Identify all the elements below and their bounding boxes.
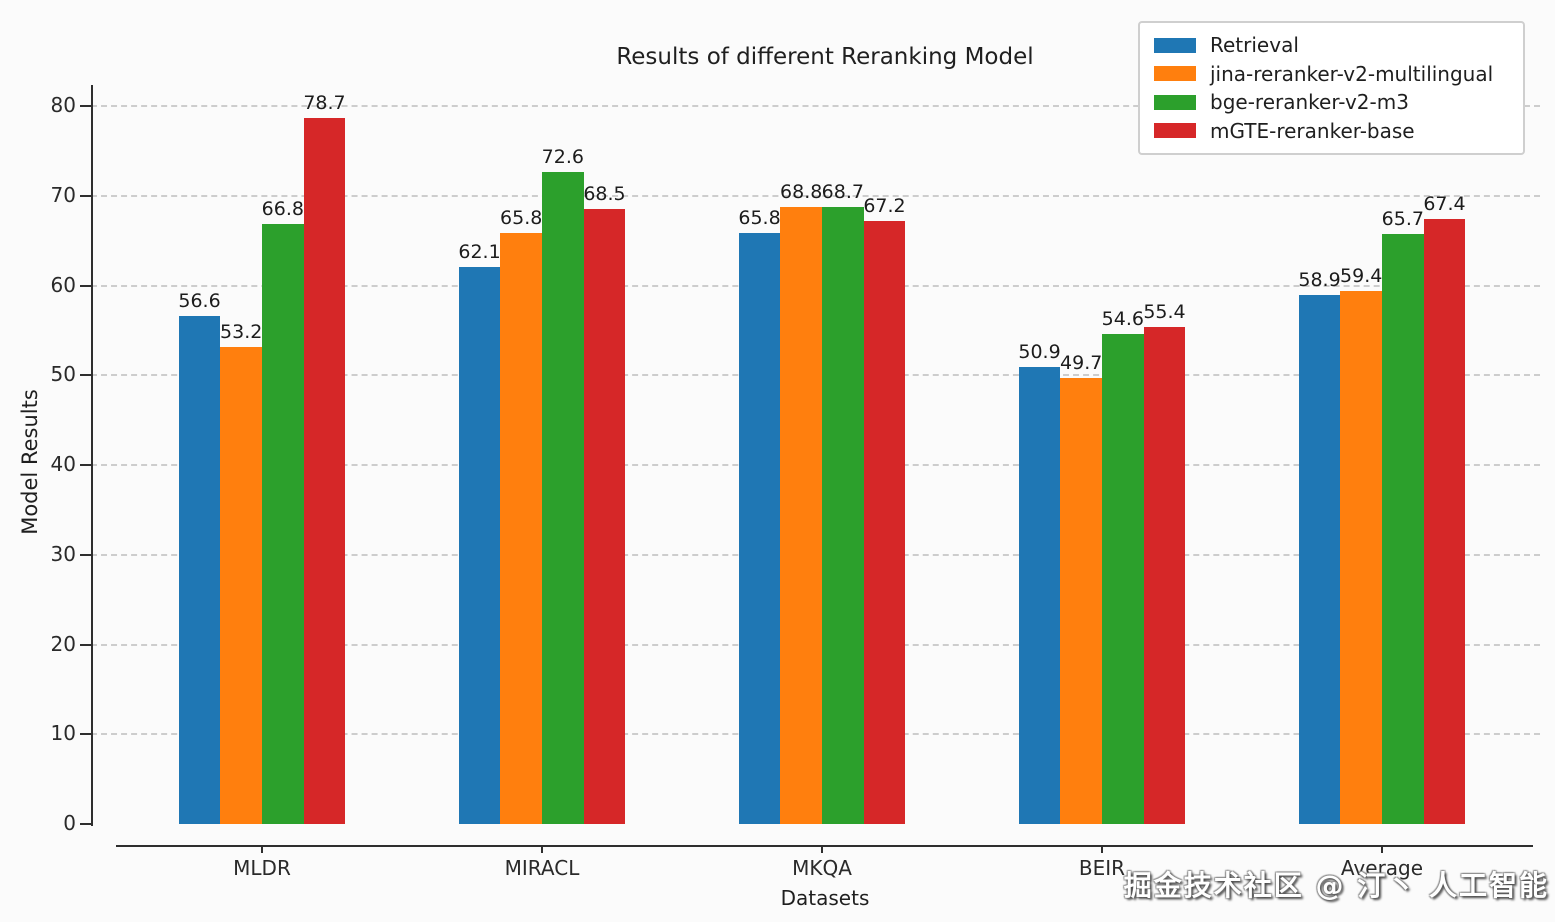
legend-item: Retrieval xyxy=(1154,33,1509,57)
y-tick-label: 0 xyxy=(63,811,76,835)
y-tick-label: 70 xyxy=(50,182,76,207)
legend-item: mGTE-reranker-base xyxy=(1154,119,1509,143)
legend-swatch-icon xyxy=(1154,94,1196,110)
bar-value-label: 68.5 xyxy=(583,183,626,206)
y-tick-mark xyxy=(80,105,91,107)
x-tick-label-average: Average xyxy=(1340,856,1424,880)
bar-average-retrieval xyxy=(1298,295,1341,824)
bar-value-label: 62.1 xyxy=(458,240,501,263)
legend-swatch-icon xyxy=(1154,37,1196,53)
y-tick-mark xyxy=(80,374,91,377)
gridline-70 xyxy=(91,194,1540,197)
x-tick-mark xyxy=(1381,845,1383,853)
y-tick-mark xyxy=(80,194,91,197)
bar-value-label: 67.4 xyxy=(1423,193,1466,216)
y-axis-spine xyxy=(91,85,93,826)
bar-value-label: 68.7 xyxy=(821,181,864,204)
bar-beir-mgte-reranker-base xyxy=(1143,326,1186,824)
y-tick-label: 20 xyxy=(50,631,76,656)
bar-value-label: 50.9 xyxy=(1018,341,1061,364)
legend-label: jina-reranker-v2-multilingual xyxy=(1210,61,1494,86)
y-tick-mark xyxy=(80,823,91,825)
chart-title: Results of different Reranking Model xyxy=(616,44,1034,70)
y-tick-label: 60 xyxy=(50,272,76,297)
y-tick-mark xyxy=(80,643,91,646)
bar-mldr-retrieval xyxy=(178,316,221,824)
legend-item: bge-reranker-v2-m3 xyxy=(1154,90,1509,114)
bar-mkqa-retrieval xyxy=(738,233,781,824)
gridline-80 xyxy=(91,105,1540,107)
bar-beir-retrieval xyxy=(1018,367,1061,824)
bar-value-label: 72.6 xyxy=(541,146,584,169)
legend-swatch-icon xyxy=(1154,123,1196,139)
legend-item: jina-reranker-v2-multilingual xyxy=(1154,62,1509,86)
legend-label: mGTE-reranker-base xyxy=(1210,118,1415,143)
bar-mkqa-jina-reranker-v2-multilingual xyxy=(780,206,822,824)
y-tick-label: 40 xyxy=(50,452,76,476)
bar-value-label: 55.4 xyxy=(1143,300,1186,323)
y-tick-mark xyxy=(80,733,91,736)
x-axis-spine xyxy=(116,845,1533,847)
bar-miracl-retrieval xyxy=(458,266,501,824)
bar-value-label: 65.7 xyxy=(1381,208,1424,231)
bar-average-bge-reranker-v2-m3 xyxy=(1382,234,1424,824)
x-tick-label-miracl: MIRACL xyxy=(504,856,580,880)
bar-miracl-jina-reranker-v2-multilingual xyxy=(500,233,542,824)
bar-miracl-bge-reranker-v2-m3 xyxy=(542,172,584,824)
watermark: 掘金技术社区 @ 汀丶 人工智能 xyxy=(1123,869,1549,902)
x-tick-mark xyxy=(1101,845,1103,853)
bar-beir-bge-reranker-v2-m3 xyxy=(1102,333,1144,824)
bar-value-label: 65.8 xyxy=(500,207,543,230)
bar-beir-jina-reranker-v2-multilingual xyxy=(1060,377,1102,824)
bar-value-label: 65.8 xyxy=(738,207,781,230)
bar-mldr-jina-reranker-v2-multilingual xyxy=(220,346,262,824)
bar-value-label: 53.2 xyxy=(220,320,263,343)
x-tick-mark xyxy=(541,845,543,853)
legend: Retrieval jina-reranker-v2-multilingual bg… xyxy=(1138,21,1525,155)
bar-value-label: 68.8 xyxy=(780,180,823,203)
x-tick-mark xyxy=(261,845,263,853)
bar-miracl-mgte-reranker-base xyxy=(583,209,626,824)
x-tick-label-mkqa: MKQA xyxy=(792,856,852,880)
legend-swatch-icon xyxy=(1154,66,1196,82)
bar-mldr-mgte-reranker-base xyxy=(303,117,346,824)
bar-value-label: 59.4 xyxy=(1340,264,1383,287)
legend-label: Retrieval xyxy=(1210,33,1299,57)
bar-value-label: 54.6 xyxy=(1101,307,1144,330)
x-axis-title: Datasets xyxy=(780,886,870,910)
y-tick-label: 10 xyxy=(50,721,76,746)
bar-average-jina-reranker-v2-multilingual xyxy=(1340,290,1382,824)
legend-label: bge-reranker-v2-m3 xyxy=(1210,90,1409,115)
y-tick-mark xyxy=(80,553,91,556)
y-tick-mark xyxy=(80,284,91,287)
bar-mldr-bge-reranker-v2-m3 xyxy=(262,224,304,824)
x-tick-mark xyxy=(821,845,823,853)
y-tick-label: 50 xyxy=(50,362,76,387)
y-tick-label: 30 xyxy=(50,541,76,566)
bar-mkqa-bge-reranker-v2-m3 xyxy=(822,207,864,824)
bar-value-label: 66.8 xyxy=(261,198,304,221)
bar-value-label: 56.6 xyxy=(178,290,221,312)
bar-mkqa-mgte-reranker-base xyxy=(863,220,906,824)
y-tick-label: 80 xyxy=(50,93,76,117)
bar-average-mgte-reranker-base xyxy=(1423,219,1466,824)
bar-value-label: 58.9 xyxy=(1298,269,1341,292)
bar-value-label: 78.7 xyxy=(303,91,346,114)
x-tick-label-mldr: MLDR xyxy=(233,856,291,880)
x-tick-label-beir: BEIR xyxy=(1078,856,1126,880)
y-tick-mark xyxy=(80,464,91,466)
bar-value-label: 49.7 xyxy=(1060,351,1103,374)
bar-value-label: 67.2 xyxy=(863,194,906,217)
